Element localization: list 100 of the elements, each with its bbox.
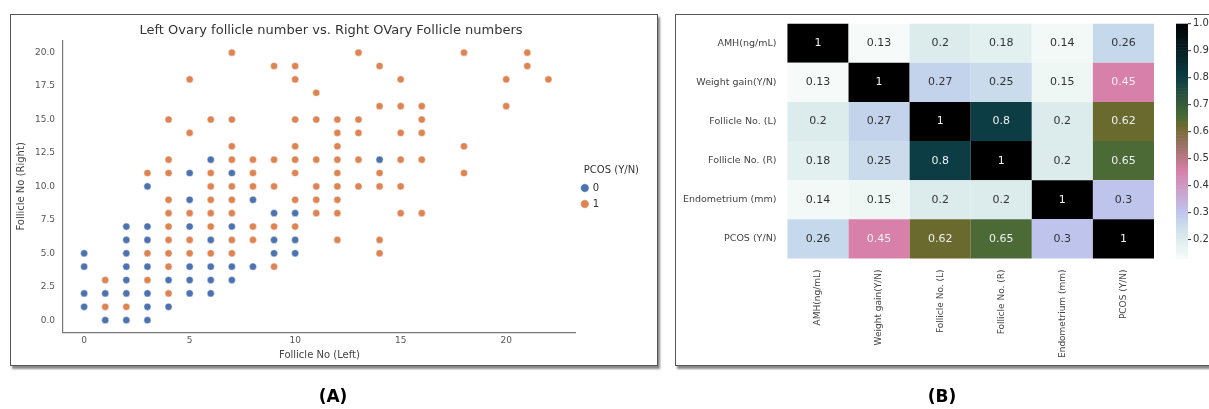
point	[249, 195, 257, 204]
y-tick-label: 7.5	[40, 214, 56, 225]
point	[122, 276, 131, 284]
data-label: 0.13	[866, 36, 892, 50]
point	[270, 236, 278, 244]
data-label: 0.26	[805, 231, 831, 245]
x-tick-label: 20	[500, 334, 513, 345]
point	[164, 276, 173, 284]
point	[122, 316, 131, 325]
y-axis-title: Follicle No (Right)	[14, 142, 26, 231]
data-label: 1	[875, 75, 883, 89]
color-bar-label: 0.8	[1193, 71, 1209, 83]
y-tick-label: 20.0	[34, 46, 56, 57]
data-label: 0.2	[1053, 114, 1072, 128]
y-tick-label: 17.5	[34, 80, 56, 91]
color-bar-label: 0.7	[1193, 98, 1209, 110]
point	[206, 155, 215, 164]
point	[291, 249, 300, 258]
point	[228, 169, 236, 177]
data-label: 0.2	[1053, 153, 1072, 167]
point	[122, 249, 131, 258]
point	[185, 262, 194, 271]
data-label: 0.62	[1111, 114, 1136, 128]
data-label: 0.26	[1111, 36, 1136, 50]
data-label: 0.3	[1053, 231, 1072, 245]
y-tick-label: 5.0	[40, 247, 56, 258]
x-tick-label: Endometrium (mm)	[1056, 269, 1067, 359]
point	[206, 289, 215, 298]
point	[228, 222, 236, 231]
color-bar-label: 0.6	[1193, 125, 1209, 137]
x-tick-label: 15	[394, 334, 407, 345]
point	[80, 289, 88, 298]
x-tick-label: 10	[289, 334, 302, 345]
data-label: 0.62	[927, 231, 953, 245]
point	[101, 316, 110, 325]
legend-label: 0	[592, 181, 600, 193]
data-label: 0.8	[931, 153, 949, 167]
point	[143, 222, 152, 231]
point	[185, 169, 194, 177]
text: (A)	[317, 386, 349, 406]
point	[185, 276, 194, 284]
point	[164, 302, 173, 311]
x-tick-label: AMH(ng/mL)	[812, 269, 823, 326]
chart-title: Left Ovary follicle number vs. Right OVary Follicle numbers	[139, 22, 523, 38]
legend-label: 1	[592, 197, 600, 209]
data-label: 0.14	[1050, 36, 1075, 50]
point	[228, 276, 236, 284]
data-label: 0.15	[866, 192, 892, 206]
y-tick-label: 15.0	[34, 113, 56, 124]
x-tick-label: Weight gain(Y/N)	[873, 269, 884, 346]
point	[122, 289, 131, 298]
x-axis-title: Follicle No (Left)	[279, 348, 360, 360]
color-bar-label: 1.0	[1193, 17, 1209, 29]
x-tick-label: Follicle No. (L)	[934, 269, 945, 334]
point	[143, 289, 152, 298]
x-tick-label: 0	[81, 334, 88, 345]
point	[101, 289, 110, 298]
x-tick-label: PCOS (Y/N)	[1117, 269, 1128, 320]
data-label: 1	[936, 114, 944, 128]
point	[185, 195, 194, 204]
point	[143, 182, 152, 191]
data-label: 0.25	[866, 153, 892, 167]
point	[80, 249, 88, 258]
data-label: 0.3	[1114, 192, 1133, 206]
data-label: 0.18	[989, 36, 1014, 50]
x-tick-label: Follicle No. (R)	[995, 269, 1006, 335]
point	[249, 262, 257, 271]
y-tick-label: Follicle No. (R)	[708, 154, 777, 166]
data-label: 0.2	[809, 114, 827, 128]
point	[185, 222, 194, 231]
data-label: 0.18	[805, 153, 831, 167]
point	[206, 236, 215, 244]
data-label: 0.27	[927, 75, 953, 89]
point	[80, 262, 88, 271]
data-label: 0.14	[805, 192, 831, 206]
data-label: 0.13	[805, 75, 831, 89]
data-label: 0.25	[989, 75, 1014, 89]
y-tick-label: 12.5	[34, 147, 56, 158]
y-tick-label: 0.0	[40, 314, 56, 325]
text: (B)	[926, 386, 958, 406]
point	[206, 276, 215, 284]
y-tick-label: 10.0	[34, 180, 56, 191]
data-label: 0.27	[866, 114, 892, 128]
data-label: 1	[1058, 192, 1066, 206]
color-bar-label: 0.2	[1193, 233, 1209, 245]
point	[143, 316, 152, 325]
data-label: 0.15	[1050, 75, 1075, 89]
point	[122, 262, 131, 271]
data-label: 0.8	[992, 114, 1011, 128]
point	[291, 236, 300, 244]
legend-title: PCOS (Y/N)	[583, 163, 640, 175]
color-bar-label: 0.3	[1193, 206, 1209, 218]
point	[80, 302, 88, 311]
point	[122, 222, 131, 231]
data-label: 0.2	[931, 192, 949, 206]
point	[291, 209, 300, 217]
point	[185, 289, 194, 298]
y-tick-label: Weight gain(Y/N)	[696, 75, 777, 87]
point	[143, 236, 152, 244]
y-tick-label: Follicle No. (L)	[709, 114, 777, 126]
